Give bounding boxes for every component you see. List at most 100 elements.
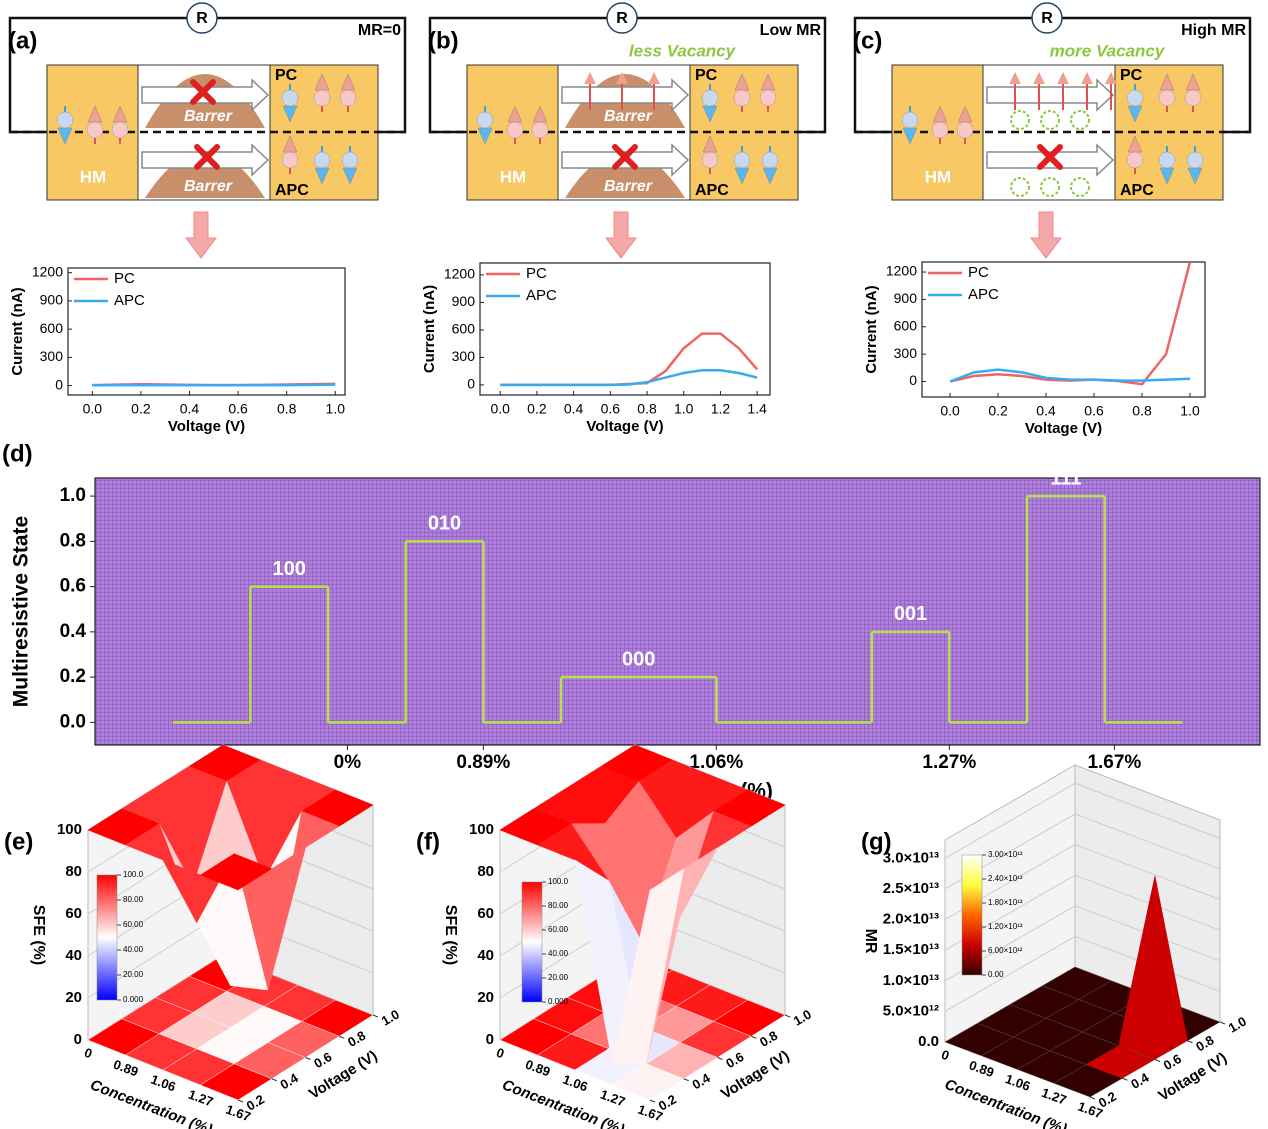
colorbar-label: 6.00×10¹² [988,946,1023,955]
x-tick-label: 1.2 [711,401,731,417]
plot-frame [921,261,1206,398]
state-label: APC [275,182,309,199]
spin-ball [339,89,357,107]
x-tick-label: 1.06 [149,1072,178,1095]
series-line [92,383,336,387]
x-tick-label: 1.0 [1180,403,1200,419]
down-arrow [185,211,217,259]
y-tick-label: 1200 [886,263,917,279]
plot-frame [67,267,346,396]
y-axis-title: Multiresistive State [10,516,33,707]
y-tick-label: 0.8 [60,530,86,551]
y-tick-label: 0.4 [277,1070,301,1092]
spin-ball [506,121,524,139]
spin-ball [281,151,299,169]
x-tick-label: 1.06% [689,752,743,773]
y-tick-label: 300 [894,345,918,361]
y-tick [784,1014,791,1018]
z-tick-label: 3.0×10¹³ [883,849,939,866]
y-tick [305,1057,311,1060]
spin-ball [1186,151,1204,169]
panel-label: (g) [861,828,892,855]
x-tick-label: 1.27 [1040,1085,1069,1108]
z-axis-title: SFE (%) [30,905,47,965]
x-tick-label: 1.4 [747,401,767,417]
spin-ball [956,121,974,139]
state-label: PC [1120,67,1143,84]
colorbar-label: 80.00 [123,895,144,904]
grid-line [944,813,1221,890]
meter-label: R [1041,10,1053,27]
y-tick-label: 1.0 [60,485,86,506]
barrier-label: Barrer [604,108,653,125]
spin-ball [733,151,751,169]
z-tick-label: 100 [469,821,494,838]
spin-ball [761,151,779,169]
z-tick-label: 60 [477,905,494,922]
y-tick-label: 1200 [32,263,63,279]
z-tick-label: 1.0×10¹³ [883,972,939,989]
y-tick [1154,1059,1161,1062]
y-tick-label: 600 [452,321,476,337]
spin-ball [111,121,129,139]
x-tick-label: 0.8 [1132,403,1152,419]
y-tick-label: 900 [452,293,476,309]
series-line [949,368,1191,383]
y-tick [717,1057,723,1060]
y-tick-label: 900 [894,290,918,306]
grid-line [944,782,1221,859]
spin-ball [1158,89,1176,107]
y-axis-title: Current (nA) [9,287,26,375]
block-mark [194,144,220,170]
y-tick-label: 0.0 [60,711,86,732]
colorbar [521,881,543,1003]
colorbar-label: 1.80×10¹³ [988,898,1023,907]
x-tick-label: 0 [82,1045,94,1062]
z-tick-label: 2.5×10¹³ [883,880,939,897]
y-tick-label: 1.0 [379,1007,402,1029]
state-label: 001 [894,603,927,625]
spin-ball [733,89,751,107]
z-tick-label: 60 [65,905,82,922]
y-tick [1089,1096,1096,1100]
x-tick-label: 1.27 [598,1087,627,1110]
legend-label: PC [114,270,135,287]
vacancy [1010,110,1030,130]
x-tick-label: 0 [939,1047,951,1064]
z-tick-label: 5.0×10¹² [883,1002,939,1019]
z-tick-label: 40 [65,947,82,964]
x-tick-label: 1.27% [922,752,976,773]
x-tick-label: 0.4 [1036,403,1056,419]
z-tick-label: 100 [57,821,82,838]
y-tick-label: 0.6 [311,1049,334,1071]
spin-head [1033,72,1045,84]
colorbar-label: 0.00 [988,970,1004,979]
z-axis-title: SFE (%) [442,905,459,965]
y-tick-label: 600 [40,320,64,336]
y-tick [649,1099,656,1103]
flow-arrow [986,78,1115,112]
spin-ball [1126,151,1144,169]
y-tick-label: 0.4 [689,1070,713,1092]
mr-label: High MR [1181,22,1246,39]
spin-head [648,72,660,84]
state-label: PC [695,67,718,84]
vacancy-label: more Vacancy [1050,41,1166,60]
x-tick-label: 1.27 [186,1087,215,1110]
plot-grid [95,478,1260,745]
x-tick-label: 1.67% [1087,752,1141,773]
colorbar-label: 1.20×10¹³ [988,922,1023,931]
colorbar [961,854,983,976]
colorbar-label: 3.00×10¹³ [988,850,1023,859]
vacancy [1040,177,1060,197]
z-tick-label: 0 [486,1031,494,1048]
spin-ball [1158,151,1176,169]
series-line [500,332,759,387]
meter [186,2,218,34]
hm-label: HM [500,167,526,186]
x-tick-label: 0 [494,1045,506,1062]
colorbar-label: 60.00 [548,925,569,934]
grid-line [944,874,1221,951]
